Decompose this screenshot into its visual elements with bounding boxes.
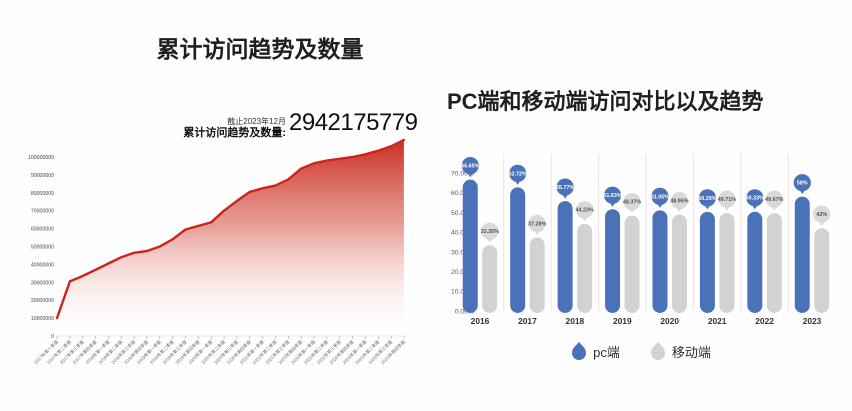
pc-bar: [652, 210, 668, 313]
left-annotation: 截止2023年12月 累计访问趋势及数量:: [130, 117, 286, 140]
mobile-bar: [719, 213, 735, 313]
bubble: [765, 190, 783, 208]
bubble: [698, 189, 716, 207]
y-axis-tick-label: 60000000: [31, 227, 54, 233]
pc-bar: [605, 209, 621, 313]
bubble: [623, 193, 641, 211]
bubble-value-label: 51.63%: [603, 193, 621, 199]
x-axis-year-label: 2021: [708, 316, 727, 326]
y-axis-tick-label: 60.00%: [451, 190, 474, 197]
bubble-value-label: 33.35%: [481, 229, 499, 235]
cumulative-visits-area-chart: 1000000009000000080000000700000006000000…: [28, 138, 407, 366]
drop-shape: [572, 342, 587, 360]
bubble-value-label: 49.67%: [765, 197, 783, 203]
legend-item-mobile: 移动端: [650, 341, 711, 361]
bubble: [670, 191, 689, 210]
y-axis-tick-label: 20000000: [31, 298, 54, 304]
y-axis-tick-label: 80000000: [31, 191, 54, 197]
annotation-label: 累计访问趋势及数量:: [183, 127, 286, 140]
bubble-value-label: 37.28%: [528, 221, 546, 227]
mobile-legend-drop-icon: [650, 342, 665, 360]
bubble: [509, 164, 527, 182]
bubble-value-label: 58%: [797, 181, 808, 187]
pc-bar: [699, 211, 715, 313]
right-chart-legend: pc端 移动端: [430, 341, 852, 361]
bubble: [813, 205, 831, 223]
pc-bar: [557, 201, 573, 313]
left-chart-title: 累计访问趋势及数量: [156, 36, 364, 62]
bubble-value-label: 42%: [816, 212, 827, 218]
drop-shape: [650, 342, 665, 360]
pc-bar: [747, 211, 763, 313]
bubble: [746, 189, 764, 207]
bubble: [528, 214, 546, 233]
pc-bar: [794, 196, 810, 313]
bubble-value-label: 55.77%: [556, 185, 574, 191]
bubble: [481, 222, 499, 240]
bubble-value-label: 66.65%: [461, 164, 479, 170]
pc-bar: [510, 187, 526, 313]
bubble-value-label: 50.29%: [698, 196, 716, 202]
y-axis-tick-label: 90000000: [31, 173, 54, 179]
mobile-bar: [671, 214, 687, 313]
y-axis-tick-label: 0: [51, 334, 54, 340]
mobile-bar: [624, 215, 640, 313]
bubble: [793, 174, 811, 192]
x-axis-year-label: 2019: [613, 316, 632, 326]
annotation-as-of: 截止2023年12月: [227, 117, 286, 126]
pc-legend-drop-icon: [572, 342, 587, 360]
annotation-total-value: 2942175779: [289, 109, 418, 136]
y-axis-tick-label: 70.00%: [451, 170, 474, 177]
bubble: [603, 186, 622, 204]
y-axis-tick-label: 0.00%: [455, 308, 474, 315]
bubble-value-label: 49.71%: [718, 197, 736, 203]
bubble: [461, 157, 479, 175]
legend-item-pc: pc端: [571, 341, 620, 361]
mobile-bar: [577, 223, 593, 313]
bubble-value-label: 62.72%: [509, 171, 527, 177]
y-axis-tick-label: 40000000: [31, 262, 54, 268]
y-axis-tick-label: 30.00%: [451, 249, 474, 256]
y-axis-tick-label: 20.00%: [451, 269, 474, 276]
bubble-value-label: 48.37%: [623, 200, 641, 206]
y-axis-tick-label: 50000000: [31, 245, 54, 251]
x-axis-year-label: 2017: [518, 316, 537, 326]
bubble: [556, 178, 574, 196]
y-axis-tick-label: 70000000: [31, 209, 54, 215]
bubble: [651, 187, 669, 205]
y-axis-tick-label: 100000000: [28, 155, 54, 161]
x-axis-year-label: 2016: [471, 316, 490, 326]
x-axis-year-label: 2022: [755, 316, 774, 326]
bubble-value-label: 50.33%: [746, 196, 764, 202]
mobile-bar: [529, 237, 545, 313]
mobile-bar: [814, 228, 830, 313]
bubble: [576, 201, 594, 219]
area-fill: [57, 140, 404, 336]
mobile-bar: [482, 245, 498, 313]
legend-label-mobile: 移动端: [671, 344, 711, 360]
y-axis-tick-label: 40.00%: [451, 230, 474, 237]
bubble-value-label: 48.95%: [670, 198, 688, 204]
x-axis-year-label: 2020: [660, 316, 679, 326]
pc-vs-mobile-lollipop-chart: 70.00% 60.00% 50.00% 40.00% 30.00% 20.00% 10.0…: [451, 154, 831, 326]
y-axis-tick-label: 10.00%: [451, 289, 474, 296]
area-series-line: [55, 138, 406, 320]
pc-bar: [462, 179, 478, 313]
mobile-bar: [766, 213, 782, 313]
bubble: [718, 190, 736, 208]
y-axis-tick-label: 50.00%: [451, 210, 474, 217]
x-axis-year-label: 2018: [566, 316, 585, 326]
y-axis-tick-label: 30000000: [31, 280, 54, 286]
bubble-value-label: 44.23%: [575, 208, 593, 214]
bubble-value-label: 51.05%: [651, 194, 669, 200]
x-axis-year-label: 2023: [803, 316, 822, 326]
right-chart-title: PC端和移动端访问对比以及趋势: [447, 89, 764, 114]
legend-label-pc: pc端: [593, 344, 620, 360]
y-axis-tick-label: 10000000: [31, 316, 54, 322]
